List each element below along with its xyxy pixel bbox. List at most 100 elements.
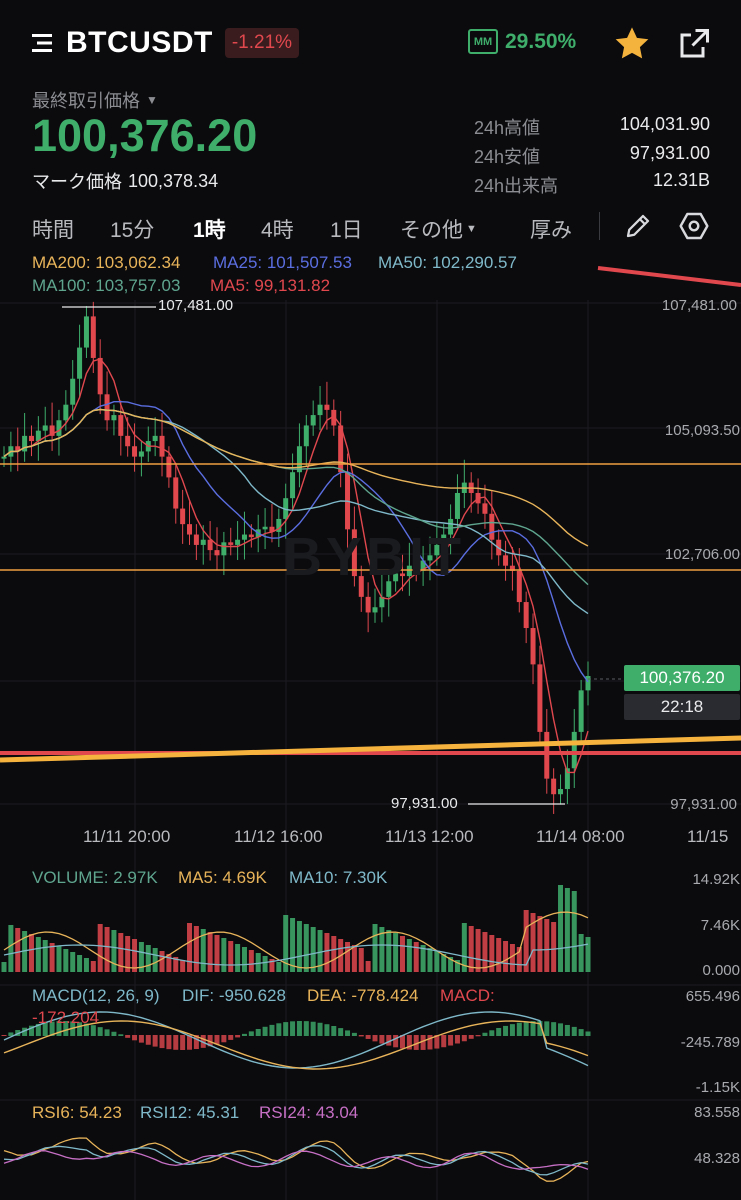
- share-icon[interactable]: [676, 26, 712, 62]
- macd-bar: [63, 1021, 69, 1036]
- settings-hex-icon[interactable]: [678, 210, 710, 242]
- symbol-header[interactable]: BTCUSDT -1.21%: [32, 26, 300, 60]
- candle-body: [166, 456, 172, 478]
- candle-body: [42, 425, 48, 431]
- macd-bar: [317, 1022, 323, 1036]
- volume-bar: [235, 944, 241, 972]
- tab-1h[interactable]: 1時: [193, 219, 226, 242]
- volume-bar: [503, 941, 509, 972]
- macd-bar: [468, 1035, 474, 1039]
- macd-bar: [145, 1035, 151, 1045]
- candle-body: [310, 415, 316, 426]
- macd-bar: [214, 1035, 220, 1045]
- toolbar-divider: [599, 212, 600, 240]
- volume-bar: [241, 947, 247, 972]
- legend-vol-ma10: MA10: 7.30K: [289, 868, 388, 887]
- macd-bar: [351, 1032, 357, 1036]
- macd-bar: [454, 1035, 460, 1044]
- macd-bar: [118, 1034, 124, 1036]
- legend-macd-label: MACD:: [440, 986, 495, 1005]
- last-price-label-row[interactable]: 最終取引価格 ▼: [32, 87, 158, 113]
- macd-bar: [235, 1035, 241, 1038]
- candle-body: [365, 596, 371, 613]
- candle-body: [200, 539, 206, 545]
- macd-bar: [461, 1035, 467, 1042]
- volume-bar: [434, 951, 440, 972]
- volume-bar: [317, 930, 323, 972]
- volume-bar: [530, 913, 536, 972]
- volume-bar: [248, 950, 254, 972]
- candle-body: [111, 415, 117, 421]
- pencil-icon[interactable]: [623, 211, 653, 241]
- candle-body: [241, 534, 247, 540]
- volume-bar: [159, 951, 165, 972]
- candle-body: [379, 596, 385, 608]
- y-tick-3: 102,706.00: [664, 546, 740, 563]
- volume-bar: [461, 923, 467, 972]
- volume-bar: [132, 939, 138, 972]
- volume-bar: [372, 924, 378, 972]
- tab-1d[interactable]: 1日: [330, 219, 363, 242]
- candle-body: [386, 581, 392, 597]
- macd-bar: [537, 1021, 543, 1036]
- tab-more[interactable]: その他 ▼: [400, 214, 477, 244]
- volume-bar: [516, 947, 522, 972]
- menu-icon[interactable]: [32, 31, 58, 55]
- candle-body: [159, 435, 165, 457]
- volume-bar: [83, 958, 89, 972]
- macd-bar: [166, 1035, 172, 1050]
- volume-bar: [551, 922, 557, 972]
- volume-bar: [152, 948, 158, 972]
- star-icon[interactable]: [612, 25, 652, 63]
- volume-bar: [56, 946, 62, 972]
- macd-bar: [283, 1022, 289, 1036]
- macd-y-tick-1: 655.496: [685, 988, 740, 1005]
- tab-15m[interactable]: 15分: [110, 219, 155, 242]
- candle-body: [331, 409, 337, 426]
- macd-bar: [193, 1035, 199, 1050]
- volume-bar: [399, 936, 405, 972]
- volume-bar: [523, 910, 529, 972]
- vol-y-tick-1: 14.92K: [692, 871, 740, 888]
- macd-bar: [338, 1028, 344, 1036]
- tab-more-label: その他: [400, 219, 463, 242]
- candle-body: [530, 628, 536, 665]
- candle-body: [290, 472, 296, 499]
- macd-bar: [173, 1035, 179, 1050]
- candle-body: [138, 451, 144, 457]
- macd-bar: [77, 1022, 83, 1036]
- last-price: 100,376.20: [32, 110, 258, 161]
- tab-time[interactable]: 時間: [32, 219, 74, 242]
- macd-y-tick-3: -1.15K: [695, 1079, 740, 1096]
- volume-bar: [1, 962, 7, 972]
- volume-bar: [509, 944, 515, 972]
- macd-bar: [516, 1022, 522, 1036]
- mm-badge: MM: [468, 29, 498, 54]
- volume-bar: [454, 960, 460, 972]
- volume-bar: [63, 949, 69, 972]
- macd-bar: [200, 1035, 206, 1048]
- candle-body: [489, 513, 495, 540]
- volume-bar: [166, 954, 172, 972]
- tab-depth[interactable]: 厚み: [530, 219, 572, 242]
- candle-body: [1, 456, 7, 459]
- candle-body: [448, 518, 454, 535]
- macd-bar: [159, 1035, 165, 1049]
- macd-bar: [15, 1030, 21, 1036]
- macd-bar: [296, 1021, 302, 1036]
- volume-bar: [200, 929, 206, 972]
- volume-bar: [145, 945, 151, 972]
- volume-bar: [90, 961, 96, 972]
- candle-body: [104, 394, 110, 421]
- volume-bar: [228, 941, 234, 972]
- macd-bar: [28, 1025, 34, 1036]
- volume-bar: [475, 929, 481, 972]
- tab-4h[interactable]: 4時: [261, 219, 294, 242]
- macd-bar: [420, 1035, 426, 1050]
- mm-indicator[interactable]: MM 29.50%: [468, 29, 576, 54]
- volume-bar: [187, 923, 193, 972]
- volume-bar: [214, 935, 220, 972]
- candle-body: [516, 570, 522, 603]
- symbol-name: BTCUSDT: [66, 26, 213, 59]
